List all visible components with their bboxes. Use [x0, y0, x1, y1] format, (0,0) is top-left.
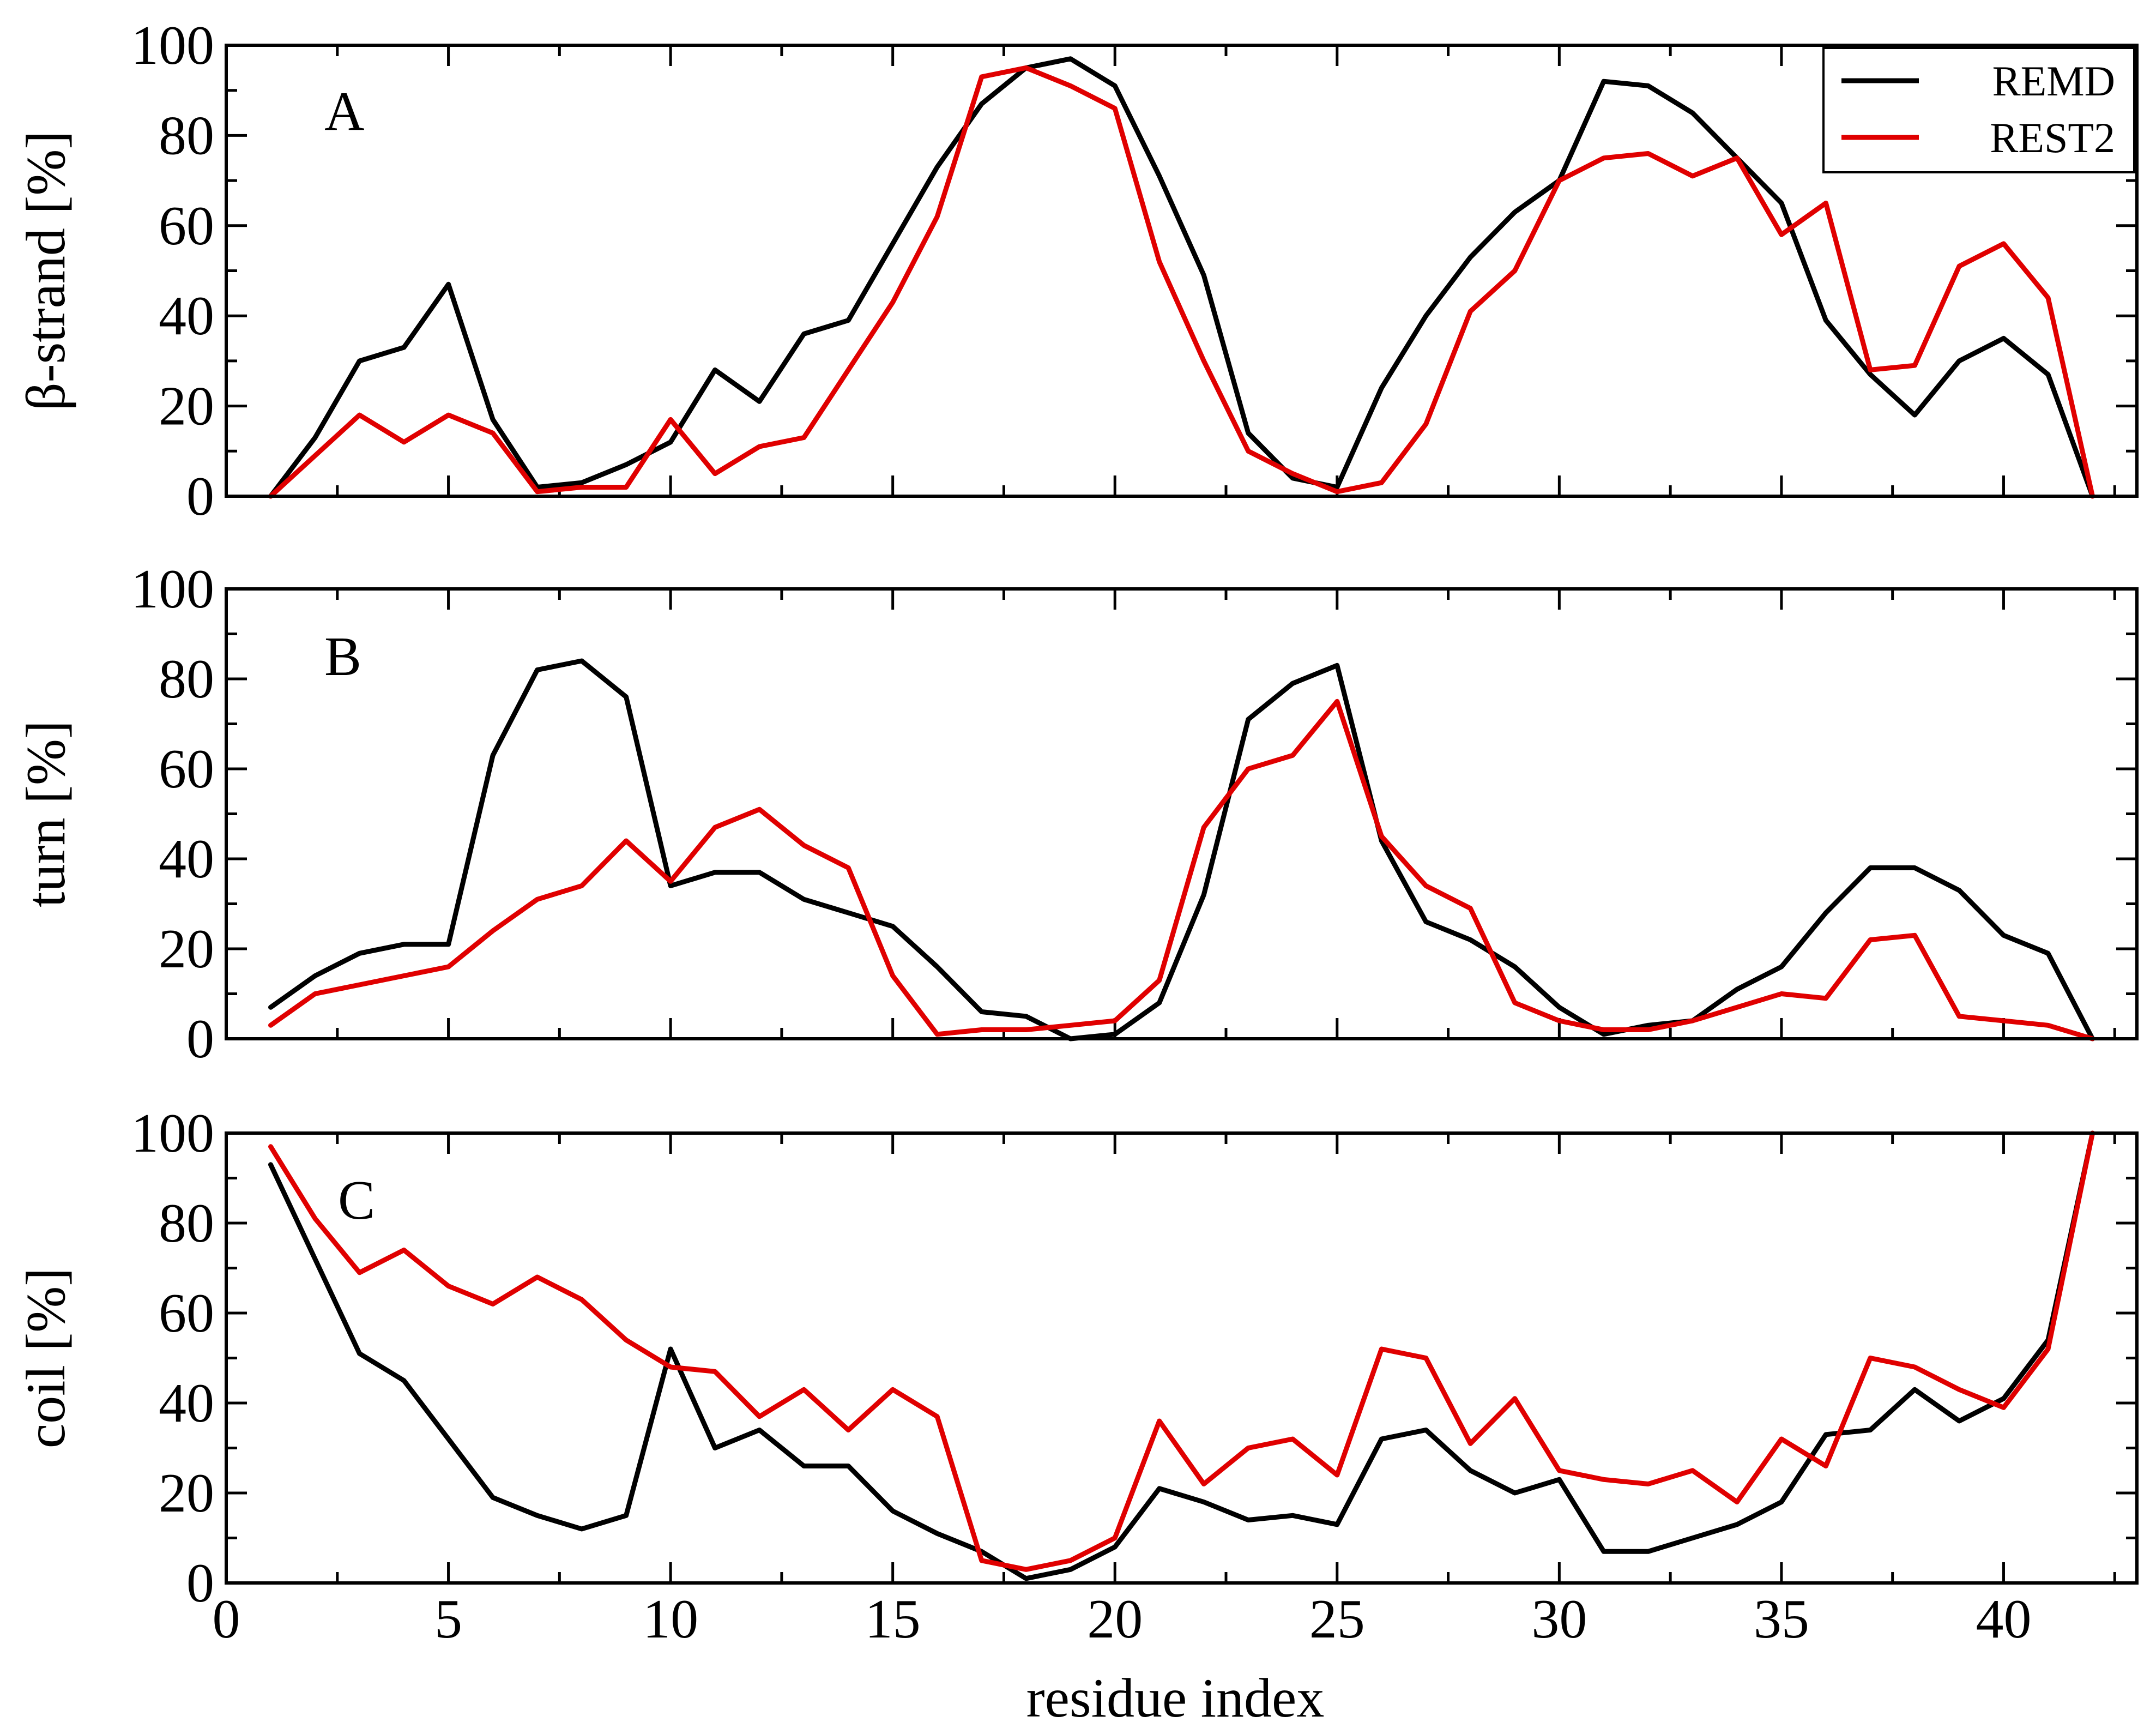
x-tick-label-10: 10: [643, 1588, 698, 1650]
legend-label-remd: REMD: [1992, 57, 2115, 105]
panel-b-series: [268, 658, 2095, 1041]
panel-c-series-remd-line: [268, 1130, 2095, 1581]
panel-c-frame: [225, 1131, 2139, 1585]
panel-b-y-tick-label: 40: [159, 828, 214, 890]
x-tick-label-0: 0: [213, 1588, 240, 1650]
panel-b-y-axis-title: turn [%]: [15, 720, 77, 907]
panel-c-letter: C: [338, 1170, 375, 1231]
panel-a-frame: [225, 44, 2139, 498]
panel-b-y-tick-label: 60: [159, 738, 214, 800]
x-tick-label-20: 20: [1087, 1588, 1143, 1650]
legend: REMD REST2: [1822, 47, 2135, 173]
panel-a-y-axis-title: β-strand [%]: [15, 131, 77, 411]
panel-b-y-tick-label: 0: [186, 1008, 214, 1070]
panel-c-y-axis-title: coil [%]: [15, 1268, 77, 1448]
panel-a-y-tick-label: 20: [159, 376, 214, 437]
panel-a-y-tick-label: 40: [159, 285, 214, 347]
panel-b-y-tick-label: 80: [159, 648, 214, 710]
panel-b-frame: [225, 587, 2139, 1040]
panel-a-y-tick-label: 80: [159, 105, 214, 166]
panel-a-series: [268, 56, 2095, 499]
panel-a-letter: A: [324, 81, 365, 142]
panel-a-beta-strand: 0 20 40 60 80 100 A β-strand [%] REMD REST2: [15, 15, 2139, 527]
x-tick-label-5: 5: [434, 1588, 462, 1650]
panel-b-turn: 0 20 40 60 80 100 B turn [%]: [15, 558, 2139, 1070]
panel-b-letter: B: [324, 626, 361, 688]
panel-c-y-tick-label: 100: [131, 1103, 214, 1164]
panel-a-series-remd-line: [268, 56, 2095, 499]
panel-b-series-rest2-line: [268, 699, 2095, 1041]
legend-label-rest2: REST2: [1990, 114, 2115, 161]
panel-c-y-tick-label: 0: [186, 1552, 214, 1614]
panel-c-ticks: 0 20 40 60 80 100 0 5 10 15 20 25 30 35 40: [131, 1103, 2137, 1650]
x-tick-label-15: 15: [865, 1588, 921, 1650]
panel-b-series-remd-line: [268, 658, 2095, 1041]
x-tick-label-30: 30: [1531, 1588, 1587, 1650]
panel-c-y-tick-label: 20: [159, 1462, 214, 1524]
panel-a-ticks: 0 20 40 60 80 100: [131, 15, 2137, 527]
x-axis-title: residue index: [1026, 1667, 1325, 1729]
panel-a-series-rest2-line: [268, 65, 2095, 499]
panel-c-series-rest2-line: [268, 1130, 2095, 1572]
x-tick-label-25: 25: [1309, 1588, 1365, 1650]
panel-c-series: [268, 1130, 2095, 1581]
panel-c-y-tick-label: 80: [159, 1193, 214, 1254]
legend-box: [1822, 47, 2135, 173]
panel-c-y-tick-label: 40: [159, 1372, 214, 1434]
panel-c-y-tick-label: 60: [159, 1283, 214, 1344]
panel-a-y-tick-label: 100: [131, 15, 214, 76]
panel-b-y-tick-label: 100: [131, 558, 214, 620]
x-tick-label-35: 35: [1754, 1588, 1809, 1650]
panel-b-y-tick-label: 20: [159, 918, 214, 980]
panel-a-y-tick-label: 60: [159, 195, 214, 257]
x-tick-label-40: 40: [1976, 1588, 2031, 1650]
panel-a-y-tick-label: 0: [186, 466, 214, 527]
